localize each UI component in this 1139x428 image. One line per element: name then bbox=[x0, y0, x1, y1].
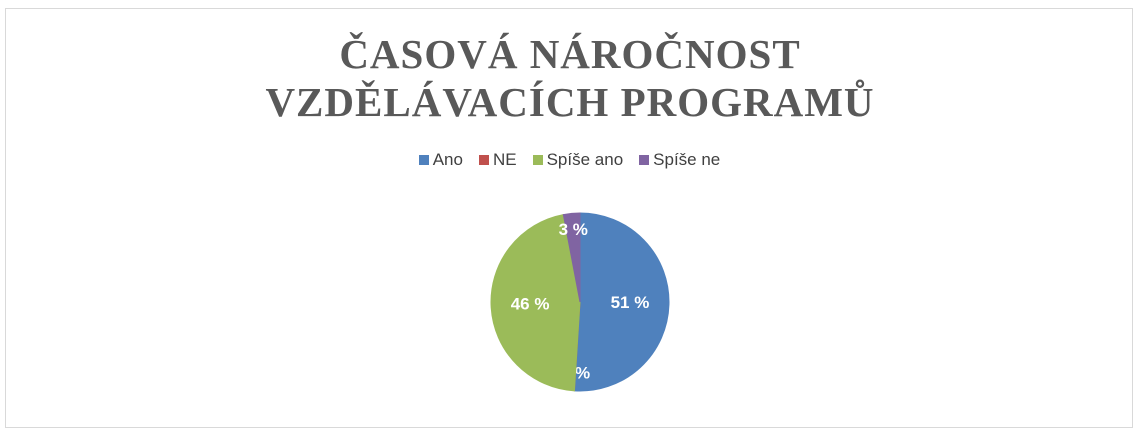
legend-swatch bbox=[532, 155, 543, 165]
data-label: 46 % bbox=[511, 295, 550, 314]
legend-swatch bbox=[639, 155, 650, 165]
chart: 51 %0 %46 %3 % bbox=[490, 212, 670, 392]
pie-slice bbox=[573, 212, 670, 392]
legend-item: NE bbox=[478, 150, 517, 170]
legend-label: Spíše ano bbox=[546, 150, 624, 169]
legend-item: Spíše ne bbox=[639, 150, 720, 170]
legend-swatch bbox=[418, 155, 429, 165]
chart-title: ČASOVÁ NÁROČNOST VZDĚLÁVACÍCH PROGRAMŮ bbox=[265, 31, 875, 125]
legend-item: Ano bbox=[418, 150, 463, 170]
pie-slice bbox=[562, 212, 581, 303]
pie-slice bbox=[490, 213, 581, 392]
data-label: 51 % bbox=[611, 293, 650, 312]
legend: Ano NE Spíše ano Spíše ne bbox=[0, 150, 1139, 170]
legend-label: NE bbox=[492, 150, 517, 169]
data-label: 3 % bbox=[559, 220, 588, 239]
legend-item: Spíše ano bbox=[532, 150, 624, 170]
page: ČASOVÁ NÁROČNOST VZDĚLÁVACÍCH PROGRAMŮ A… bbox=[0, 8, 1139, 428]
legend-label: Spíše ne bbox=[653, 150, 721, 169]
legend-label: Ano bbox=[432, 150, 463, 169]
legend-swatch bbox=[478, 155, 489, 165]
